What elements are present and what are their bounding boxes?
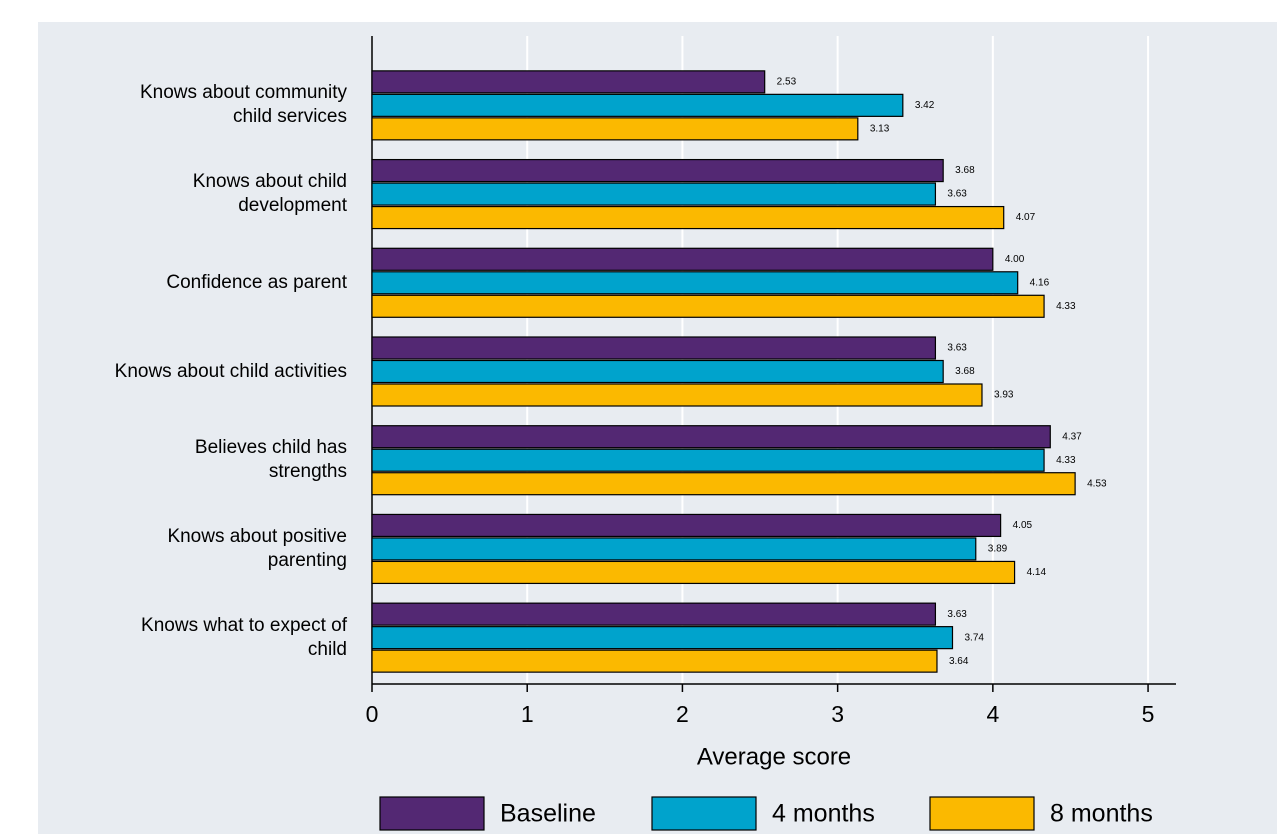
bar [371, 649, 938, 673]
value-label: 4.33 [1056, 455, 1076, 466]
y-tick-label: Believes child has strengths [194, 437, 347, 483]
bar [371, 537, 977, 561]
bar [371, 560, 1016, 585]
value-label: 3.74 [964, 632, 984, 643]
value-label: 4.00 [1005, 254, 1025, 265]
x-axis-label: Average score [697, 743, 851, 770]
bar [371, 271, 1019, 295]
bar [371, 425, 1051, 449]
value-label: 3.64 [949, 656, 969, 667]
value-label: 3.63 [947, 189, 967, 200]
bar [371, 294, 1045, 318]
value-label: 4.16 [1030, 277, 1050, 288]
bar [371, 513, 1002, 538]
y-tick-label: Knows about community child services [140, 82, 347, 128]
y-tick-label: Knows about child activities [114, 360, 347, 382]
value-label: 3.68 [955, 165, 975, 176]
bar [371, 626, 954, 650]
value-label: 4.14 [1027, 567, 1047, 578]
value-label: 3.63 [947, 343, 967, 354]
value-label: 3.42 [915, 100, 935, 111]
x-tick-label: 5 [1142, 701, 1155, 727]
legend-swatch [651, 796, 757, 831]
y-tick-label: Knows about positive parenting [167, 525, 347, 571]
value-label: 3.63 [947, 609, 967, 620]
value-label: 4.53 [1087, 478, 1107, 489]
legend-swatch [929, 796, 1035, 831]
value-label: 3.89 [988, 544, 1008, 555]
x-tick-label: 1 [521, 701, 534, 727]
x-tick-label: 2 [676, 701, 689, 727]
bar [371, 247, 994, 271]
legend-swatch [379, 796, 485, 831]
x-tick-label: 0 [366, 701, 379, 727]
bar [371, 70, 766, 94]
bar [371, 359, 944, 384]
value-label: 4.05 [1013, 520, 1033, 531]
value-label: 4.37 [1062, 431, 1082, 442]
bar [371, 472, 1076, 496]
value-label: 3.93 [994, 390, 1014, 401]
y-tick-label: Knows what to expect of child [141, 614, 347, 660]
value-label: 4.33 [1056, 301, 1076, 312]
value-label: 4.07 [1016, 212, 1036, 223]
bar [371, 448, 1045, 472]
bar [371, 383, 983, 407]
y-tick-label: Confidence as parent [166, 271, 347, 293]
bar [371, 93, 904, 117]
x-tick-label: 3 [831, 701, 844, 727]
value-label: 2.53 [777, 76, 797, 87]
legend-label: 4 months [772, 800, 875, 828]
x-tick-label: 4 [986, 701, 999, 727]
bar [371, 336, 937, 360]
legend-label: Baseline [500, 800, 596, 828]
y-tick-label: Knows about child development [192, 171, 347, 217]
value-label: 3.68 [955, 366, 975, 377]
value-label: 3.13 [870, 123, 890, 134]
bar [371, 117, 859, 141]
bar [371, 158, 944, 183]
bar [371, 182, 937, 206]
legend-label: 8 months [1050, 800, 1153, 828]
bar [371, 602, 937, 626]
bar [371, 205, 1005, 230]
